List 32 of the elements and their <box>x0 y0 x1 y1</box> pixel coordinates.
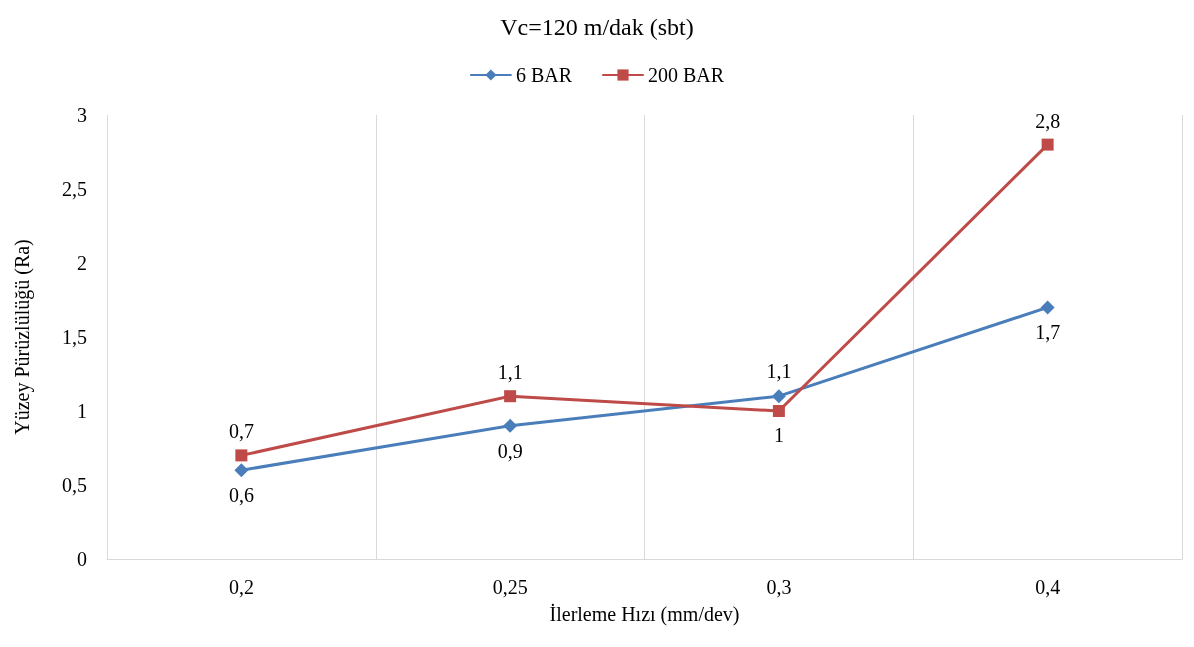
x-tick-label: 0,25 <box>492 576 528 598</box>
y-tick-label: 1 <box>77 400 87 422</box>
data-label: 0,9 <box>497 439 523 462</box>
y-tick-label: 1,5 <box>62 326 87 348</box>
chart-title: Vc=120 m/dak (sbt) <box>500 14 694 40</box>
point <box>235 449 248 462</box>
y-axis-title: Yüzey Pürüzlülüğü (Ra) <box>11 239 34 435</box>
y-tick-label: 3 <box>77 104 87 126</box>
x-tick-label: 0,2 <box>228 576 254 598</box>
x-tick-label: 0,4 <box>1035 576 1061 598</box>
point <box>772 405 785 417</box>
data-label: 2,8 <box>1035 109 1061 132</box>
point <box>234 463 249 478</box>
x-tick-label: 0,3 <box>766 576 792 598</box>
data-label: 1 <box>773 424 784 446</box>
data-label: 1,1 <box>766 360 792 383</box>
point <box>504 390 517 403</box>
point <box>1040 300 1055 315</box>
point <box>771 389 786 404</box>
y-tick-label: 0,5 <box>62 474 87 496</box>
point <box>1041 138 1054 151</box>
legend-label: 6 BAR <box>515 64 573 86</box>
data-label: 0,6 <box>228 484 254 507</box>
point <box>503 418 518 433</box>
data-label: 1,1 <box>497 361 523 384</box>
x-axis-title: İlerleme Hızı (mm/dev) <box>549 603 740 626</box>
y-tick-label: 2 <box>77 252 87 274</box>
data-label: 0,7 <box>228 420 254 443</box>
data-label: 1,7 <box>1035 321 1061 344</box>
legend-label: 200 BAR <box>648 64 725 86</box>
y-tick-label: 0 <box>77 548 87 570</box>
y-tick-label: 2,5 <box>62 178 87 200</box>
